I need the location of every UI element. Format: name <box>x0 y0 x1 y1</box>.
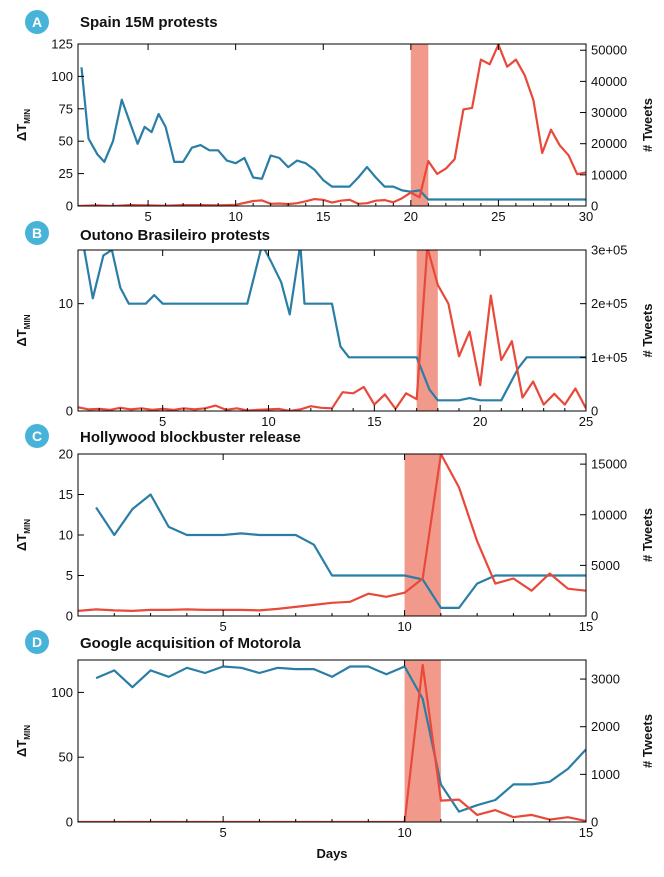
y-left-axis-label: ΔTMIN <box>14 314 32 346</box>
x-axis-label: Days <box>316 846 347 861</box>
x-tick-label: 5 <box>220 825 227 840</box>
x-tick-label: 15 <box>367 414 381 429</box>
panel-badge-letter: D <box>32 634 42 650</box>
x-tick-label: 5 <box>220 619 227 634</box>
x-tick-label: 10 <box>397 619 411 634</box>
y-left-axis-label-main: ΔT <box>14 740 29 757</box>
y-left-axis-label-sub: MIN <box>23 519 32 534</box>
panel-badge <box>25 221 49 245</box>
y-right-tick-label: 0 <box>591 609 598 624</box>
y-right-tick-label: 2000 <box>591 719 620 734</box>
y-left-tick-label: 125 <box>51 37 73 52</box>
y-right-tick-label: 20000 <box>591 136 627 151</box>
plot-frame <box>77 43 587 207</box>
y-left-tick-label: 15 <box>59 487 73 502</box>
y-left-tick-label: 0 <box>66 609 73 624</box>
x-tick-label: 15 <box>579 825 593 840</box>
x-tick-label: 10 <box>228 209 242 224</box>
y-left-tick-label: 75 <box>59 101 73 116</box>
y-right-tick-label: 0 <box>591 199 598 214</box>
y-right-tick-label: 1e+05 <box>591 350 628 365</box>
y-left-tick-label: 25 <box>59 166 73 181</box>
event-window <box>404 454 441 616</box>
event-window <box>410 44 429 206</box>
y-right-tick-label: 10000 <box>591 507 627 522</box>
x-tick-label: 20 <box>404 209 418 224</box>
x-tick-label: 15 <box>579 619 593 634</box>
panel-badge-letter: B <box>32 225 42 241</box>
y-right-tick-label: 50000 <box>591 43 627 58</box>
y-left-tick-label: 100 <box>51 69 73 84</box>
y-right-axis-label: # Tweets <box>640 98 655 152</box>
delta-t-min-line <box>83 250 586 402</box>
y-right-tick-label: 5000 <box>591 558 620 573</box>
y-left-axis-label: ΔTMIN <box>14 519 32 551</box>
y-left-axis-label: ΔTMIN <box>14 725 32 757</box>
panel-a: 5 10 15 20 25 3002550751001250100002000030000… <box>14 10 655 224</box>
y-right-tick-label: 3e+05 <box>591 243 628 258</box>
delta-t-min-line <box>80 67 586 201</box>
y-left-tick-label: 0 <box>66 199 73 214</box>
y-left-axis-label-main: ΔT <box>14 534 29 551</box>
y-right-tick-label: 3000 <box>591 672 620 687</box>
y-left-tick-label: 10 <box>59 528 73 543</box>
panel-badge-letter: C <box>32 428 42 444</box>
y-right-tick-label: 40000 <box>591 74 627 89</box>
y-left-tick-label: 10 <box>59 296 73 311</box>
x-tick-label: 30 <box>579 209 593 224</box>
y-right-tick-label: 10000 <box>591 167 627 182</box>
y-right-axis-label: # Tweets <box>640 304 655 358</box>
y-right-tick-label: 30000 <box>591 105 627 120</box>
y-left-axis-label-sub: MIN <box>23 109 32 124</box>
x-tick-label: 10 <box>261 414 275 429</box>
event-window <box>404 660 441 822</box>
y-right-tick-label: 0 <box>591 404 598 419</box>
y-right-tick-label: 0 <box>591 815 598 830</box>
y-left-tick-label: 0 <box>66 404 73 419</box>
x-tick-label: 20 <box>473 414 487 429</box>
y-right-tick-label: 1000 <box>591 767 620 782</box>
x-tick-label: 25 <box>491 209 505 224</box>
y-left-axis-label-main: ΔT <box>14 329 29 346</box>
plot-frame <box>77 249 587 412</box>
plot-frame <box>77 453 587 617</box>
x-tick-label: 5 <box>144 209 151 224</box>
y-left-tick-label: 5 <box>66 568 73 583</box>
x-tick-label: 25 <box>579 414 593 429</box>
y-left-axis-label-main: ΔT <box>14 124 29 141</box>
tweets-line <box>78 663 586 822</box>
plot-frame <box>77 659 587 823</box>
panel-badge-letter: A <box>32 14 42 30</box>
y-right-axis-label: # Tweets <box>640 714 655 768</box>
y-left-tick-label: 0 <box>66 815 73 830</box>
panel-badge <box>25 630 49 654</box>
y-left-tick-label: 50 <box>59 134 73 149</box>
delta-t-min-line <box>95 493 586 610</box>
y-right-tick-label: 2e+05 <box>591 296 628 311</box>
panel-title: Hollywood blockbuster release <box>80 429 301 446</box>
tweets-line <box>78 454 586 613</box>
y-left-axis-label-sub: MIN <box>23 314 32 329</box>
x-tick-label: 10 <box>397 825 411 840</box>
x-tick-label: 15 <box>316 209 330 224</box>
x-tick-label: 5 <box>159 414 166 429</box>
y-left-tick-label: 50 <box>59 750 73 765</box>
panel-title: Outono Brasileiro protests <box>80 227 270 244</box>
y-left-tick-label: 100 <box>51 685 73 700</box>
panel-badge <box>25 424 49 448</box>
panel-title: Google acquisition of Motorola <box>80 635 301 652</box>
y-right-tick-label: 15000 <box>591 457 627 472</box>
y-left-axis-label: ΔTMIN <box>14 109 32 141</box>
panel-badge <box>25 10 49 34</box>
y-right-axis-label: # Tweets <box>640 508 655 562</box>
y-left-tick-label: 20 <box>59 447 73 462</box>
delta-t-min-line <box>95 665 586 813</box>
y-left-axis-label-sub: MIN <box>23 725 32 740</box>
panel-title: Spain 15M protests <box>80 14 218 31</box>
